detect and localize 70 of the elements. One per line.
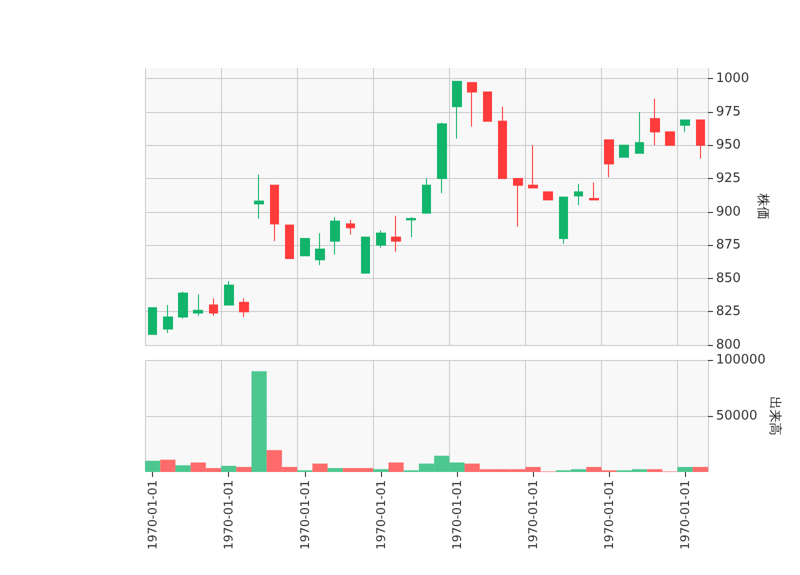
candlestick: [376, 230, 386, 248]
candlestick: [361, 236, 370, 274]
y-axis-title: 出来高: [767, 396, 783, 436]
x-tick-label: 1970-01-01: [298, 480, 312, 550]
y-tick-label: 100000: [716, 352, 766, 368]
bar: [160, 460, 176, 472]
candlestick: [680, 119, 690, 132]
candlestick: [285, 224, 294, 259]
candlestick: [604, 139, 614, 178]
candlestick: [224, 280, 234, 306]
x-tick-label: 1970-01-01: [678, 480, 692, 550]
y-tick-label: 950: [716, 138, 741, 153]
candlestick: [528, 144, 538, 188]
bar: [221, 466, 236, 472]
candlestick: [193, 294, 203, 316]
x-tick-label: 1970-01-01: [146, 480, 160, 550]
candlestick: [483, 91, 492, 122]
candlestick: [589, 182, 599, 200]
bar: [678, 466, 693, 472]
bar: [252, 371, 267, 472]
candlestick: [650, 98, 660, 146]
x-tick-label: 1970-01-01: [450, 480, 464, 550]
y-tick-label: 925: [716, 171, 741, 186]
candlestick: [254, 174, 264, 219]
x-tick-label: 1970-01-01: [222, 480, 236, 550]
y-tick-label: 1000: [716, 71, 750, 86]
candlestick: [163, 304, 173, 334]
bar: [373, 469, 388, 472]
candlestick: [406, 216, 416, 238]
candlestick: [498, 106, 507, 180]
bar: [388, 462, 404, 472]
candlestick: [574, 183, 583, 206]
candlestick: [467, 82, 477, 128]
bar: [175, 465, 191, 472]
candlestick: [513, 178, 523, 227]
y-tick-label: 875: [716, 238, 741, 253]
x-tick-label: 1970-01-01: [374, 480, 388, 550]
candlestick: [437, 122, 447, 194]
candlestick: [315, 232, 325, 266]
bar: [145, 460, 160, 472]
candlestick: [696, 119, 705, 160]
candlestick: [209, 298, 218, 316]
candlestick: [559, 196, 568, 244]
bar: [236, 466, 252, 472]
candlestick: [148, 307, 157, 335]
x-tick-label: 1970-01-01: [602, 480, 616, 550]
candlestick: [239, 298, 249, 318]
candlestick: [330, 216, 340, 255]
x-tick-label: 1970-01-01: [526, 480, 540, 550]
bar: [328, 468, 343, 472]
candlestick: [543, 191, 553, 200]
candlestick: [300, 238, 310, 256]
candlestick: [422, 178, 431, 214]
candlestick: [665, 131, 675, 146]
candlestick: [619, 144, 629, 158]
y-tick-label: 850: [716, 270, 741, 286]
bar: [692, 466, 708, 472]
candlestick: [178, 291, 188, 319]
y-tick-label: 900: [716, 204, 741, 220]
y-tick-label: 975: [716, 104, 741, 120]
y-axis-title: 株価: [755, 192, 770, 220]
candlestick: [635, 111, 644, 154]
y-tick-label: 50000: [716, 408, 758, 424]
bar: [312, 464, 328, 472]
candlestick: [391, 215, 401, 252]
candlestick: [270, 184, 279, 242]
candlestick: [346, 219, 355, 235]
candlestick: [452, 80, 462, 140]
y-tick-label: 825: [716, 304, 741, 320]
y-tick-label: 800: [716, 338, 741, 352]
